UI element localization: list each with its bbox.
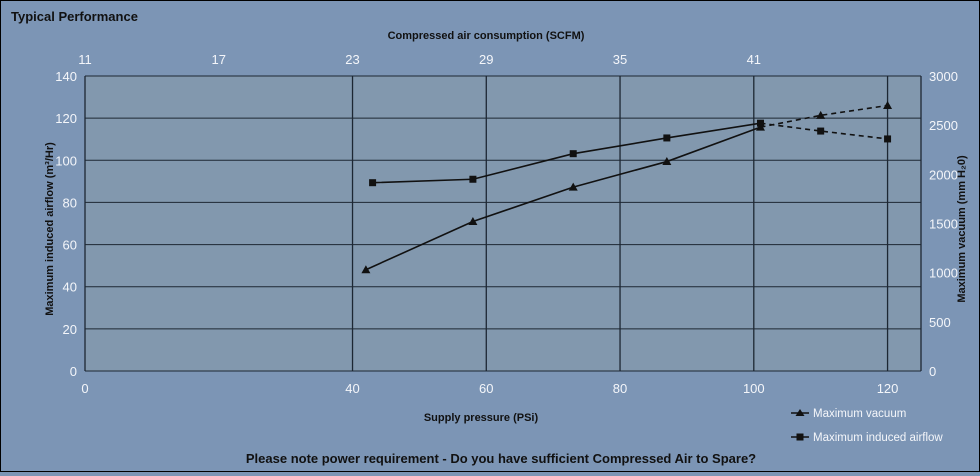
y-left-tick-label: 80 <box>63 195 77 210</box>
x-bottom-tick-label: 120 <box>877 381 899 396</box>
series-line-dashed <box>760 122 888 140</box>
grid-lines <box>84 75 922 372</box>
x-bottom-tick-label: 40 <box>345 381 359 396</box>
y-left-tick-label: 0 <box>70 364 77 379</box>
x-top-tick-label: 29 <box>479 52 493 67</box>
series-group <box>361 101 893 274</box>
y-left-tick-label: 120 <box>55 111 77 126</box>
left-axis-label: Maximum induced airflow (m³/Hr) <box>44 142 56 316</box>
vacuum-point <box>468 217 478 226</box>
x-top-tick-label: 35 <box>613 52 627 67</box>
vacuum-point <box>361 265 371 274</box>
bottom-axis-label: Supply pressure (PSi) <box>424 412 539 424</box>
airflow-point <box>884 135 892 143</box>
series-line-dashed <box>760 104 888 128</box>
airflow-point <box>369 179 377 187</box>
y-right-tick-label: 1500 <box>929 217 958 232</box>
x-top-tick-label: 41 <box>747 52 761 67</box>
chart-title: Typical Performance <box>11 9 138 24</box>
y-right-tick-label: 0 <box>929 364 936 379</box>
y-right-tick-label: 500 <box>929 315 951 330</box>
right-axis-label: Maximum vacuum (mm H₂0) <box>956 155 968 303</box>
x-top-tick-label: 23 <box>345 52 359 67</box>
footer-note: Please note power requirement - Do you h… <box>246 451 756 466</box>
x-top-tick-label: 11 <box>78 52 92 67</box>
vacuum-point <box>816 110 826 119</box>
vacuum-point <box>568 182 578 191</box>
y-right-tick-label: 2000 <box>929 167 958 182</box>
y-right-tick-label: 2500 <box>929 118 958 133</box>
tick-labels: 0204060801001201400500100015002000250030… <box>55 52 958 396</box>
legend: Maximum vacuum Maximum induced airflow <box>791 408 943 444</box>
x-bottom-tick-label: 100 <box>743 381 765 396</box>
airflow-point <box>756 119 764 127</box>
airflow-point <box>817 127 825 135</box>
y-left-tick-label: 100 <box>55 153 77 168</box>
plot-area <box>85 76 921 371</box>
y-right-tick-label: 3000 <box>929 69 958 84</box>
legend-vacuum-marker <box>795 409 805 416</box>
legend-airflow-marker <box>796 433 804 441</box>
vacuum-point <box>883 101 893 109</box>
y-left-tick-label: 20 <box>63 322 77 337</box>
legend-vacuum-label: Maximum vacuum <box>813 408 906 420</box>
x-top-tick-label: 17 <box>212 52 226 67</box>
y-left-tick-label: 40 <box>63 280 77 295</box>
x-bottom-tick-label: 80 <box>613 381 627 396</box>
top-axis-label: Compressed air consumption (SCFM) <box>388 30 585 42</box>
x-bottom-tick-label: 60 <box>479 381 493 396</box>
airflow-point <box>663 134 671 142</box>
y-left-tick-label: 60 <box>63 238 77 253</box>
y-right-tick-label: 1000 <box>929 266 958 281</box>
airflow-point <box>469 175 477 183</box>
vacuum-point <box>662 157 672 166</box>
legend-airflow-label: Maximum induced airflow <box>813 432 943 444</box>
y-left-tick-label: 140 <box>55 69 77 84</box>
x-bottom-tick-label: 0 <box>81 381 88 396</box>
airflow-point <box>569 150 577 158</box>
